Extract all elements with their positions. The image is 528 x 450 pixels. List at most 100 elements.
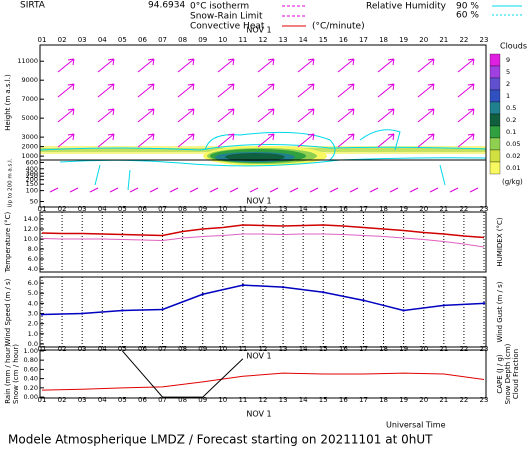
y-tick-label: 200 [26,176,38,184]
colorbar-tick: 0.05 [506,140,520,148]
wind-arrow [217,58,235,73]
hour-label: 05 [118,205,127,213]
series-line [41,284,485,316]
wind-arrow [337,58,355,73]
y-tick-label: 10.0 [24,235,38,243]
hour-label: 12 [259,205,268,213]
low-wind-arrow [409,187,419,193]
y-tick-label: 2.0 [28,320,38,328]
hour-label: 20 [419,205,428,213]
y-tick-label: 150 [26,180,38,188]
series-point [201,293,204,296]
colorbar-swatch [489,77,501,91]
wind-arrow [97,108,115,123]
date-label: NOV 1 [246,26,271,35]
y-tick-label: 400 [26,165,38,173]
y-axis-label: Height (m a.s.l.) [4,74,12,131]
y-tick-label: 12.0 [24,225,38,233]
hour-label: 09 [198,36,207,44]
low-wind-arrow [389,187,399,193]
hour-label: 06 [138,36,147,44]
series-point [161,308,164,311]
y-tick-label: 9000 [21,76,38,84]
low-wind-arrow [229,187,239,193]
wind-arrow [457,133,475,148]
hour-label: 22 [459,396,468,404]
y-tick-label: 11000 [17,57,38,65]
y-tick-label: 0.0 [28,340,38,348]
hour-label: 02 [58,396,67,404]
hour-label: 08 [178,345,187,353]
hour-label: 05 [118,396,127,404]
y-tick-label: 100 [26,187,38,195]
hour-label: 18 [379,396,388,404]
hour-label: 11 [238,36,247,44]
y-tick-label: 4.0 [28,265,38,273]
low-wind-arrow [129,187,139,193]
y-axis-label: Temperature (°C) [4,212,12,274]
y-tick-label: 1000 [21,152,38,160]
low-wind-arrow [289,187,299,193]
hour-label: 21 [439,205,448,213]
colorbar-swatch [489,89,501,103]
y-tick-label: 0.20 [24,384,38,392]
wind-arrow [457,58,475,73]
low-wind-arrow [69,187,79,193]
colorbar-tick: 0.5 [506,104,516,112]
wind-arrow [457,83,475,98]
hour-label: 03 [78,396,87,404]
hour-label: 08 [178,396,187,404]
hour-label: 02 [58,205,67,213]
wind-arrow [337,83,355,98]
y-tick-label: 4.0 [28,299,38,307]
colorbar-swatch [489,125,501,139]
series-line [121,350,244,398]
colorbar-tick: 0.2 [506,116,516,124]
wind-arrow [297,58,315,73]
hour-label: 14 [299,36,308,44]
low-wind-arrow [469,187,479,193]
wind-arrow [257,133,275,148]
colorbar-tick: 1 [506,92,510,100]
y2-axis-label: Cloud Fraction [512,349,520,399]
hour-label: 16 [339,205,348,213]
hour-label: 11 [238,345,247,353]
wind-arrow [57,108,75,123]
hour-label: 16 [339,345,348,353]
y-tick-label: 6.0 [28,255,38,263]
hour-label: 18 [379,205,388,213]
footer: Modele Atmospherique LMDZ / Forecast sta… [8,433,433,447]
y-tick-label: 0.40 [24,375,38,383]
y-tick-label: 14.0 [24,215,38,223]
hour-label: 03 [78,345,87,353]
y2-axis-label: CAPE (J / g) [496,354,504,394]
hour-label: 13 [279,36,288,44]
hour-label: 21 [439,396,448,404]
legend-unit: (°C/minute) [312,22,365,32]
hour-label: 13 [279,396,288,404]
hour-label: 18 [379,36,388,44]
hour-label: 03 [78,205,87,213]
low-wind-arrow [249,187,259,193]
wind-arrow [377,133,395,148]
y-tick-label: 600 [26,158,38,166]
time-axis-title: Universal Time [386,421,446,430]
colorbar-tick: 2 [506,80,510,88]
hour-label: 23 [480,396,489,404]
hour-label: 05 [118,36,127,44]
hour-label: 02 [58,345,67,353]
legend-label: Convective Heat [190,22,265,32]
wind-arrow [57,133,75,148]
wind-arrow [377,83,395,98]
wind-arrow [217,108,235,123]
wind-arrow [297,108,315,123]
hour-label: 22 [459,205,468,213]
colorbar-unit: (g/kg) [502,178,523,186]
hour-label: 04 [98,396,107,404]
y-tick-label: 6.0 [28,279,38,287]
series-point [281,285,285,289]
wind-arrow [417,108,435,123]
hour-label: 20 [419,396,428,404]
wind-arrow [97,133,115,148]
